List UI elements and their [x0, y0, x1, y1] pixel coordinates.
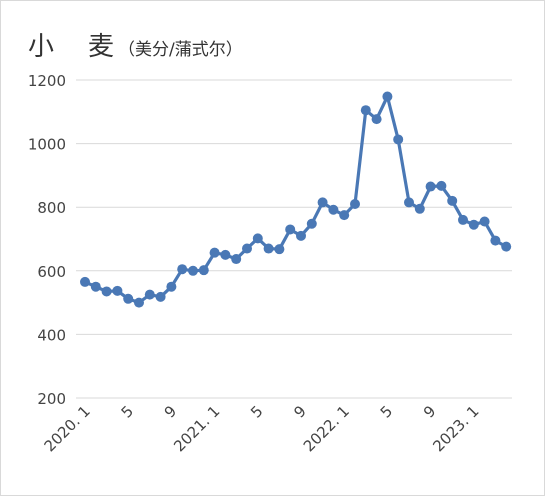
data-point — [382, 91, 393, 102]
data-point — [274, 244, 285, 255]
data-point — [209, 247, 220, 258]
y-axis-ticks: 200 400 600 800 1000 1200 — [28, 72, 66, 408]
x-tick-label: 9 — [420, 402, 439, 421]
data-point — [360, 105, 371, 116]
x-tick-label: 2022. 1 — [300, 402, 353, 455]
data-point — [263, 243, 274, 254]
x-tick-label: 2021. 1 — [170, 402, 223, 455]
data-point — [501, 241, 512, 252]
data-point — [112, 285, 123, 296]
series-line-layer — [84, 94, 507, 305]
data-point — [436, 180, 447, 191]
data-point — [101, 286, 112, 297]
data-point — [242, 243, 252, 254]
data-point — [458, 214, 468, 225]
data-point — [252, 233, 263, 244]
y-tick-label: 200 — [37, 390, 66, 408]
data-point — [317, 197, 328, 208]
y-tick-label: 600 — [37, 263, 66, 281]
data-point — [90, 281, 101, 292]
data-point — [285, 224, 296, 235]
chart-title: 小 麦（美分/蒲式尔） — [28, 26, 243, 63]
data-point — [479, 216, 490, 227]
data-point — [144, 289, 155, 300]
data-point — [339, 210, 350, 221]
data-point — [296, 230, 306, 241]
x-tick-label: 5 — [118, 402, 137, 421]
x-tick-label: 2020. 1 — [41, 402, 94, 455]
data-point — [198, 265, 209, 276]
data-point — [188, 265, 198, 276]
data-point — [177, 264, 188, 275]
x-tick-label: 9 — [290, 402, 309, 421]
series-points — [80, 91, 512, 308]
data-point — [447, 195, 458, 206]
data-point — [220, 249, 231, 260]
y-tick-label: 1200 — [28, 72, 66, 90]
y-tick-label: 800 — [37, 199, 66, 217]
data-point — [425, 181, 436, 192]
data-point — [328, 204, 339, 215]
data-point — [134, 297, 144, 308]
chart-title-unit: （美分/蒲式尔） — [118, 40, 243, 60]
x-tick-label: 2023. 1 — [429, 402, 482, 455]
data-point — [404, 197, 414, 208]
chart-title-main: 小 麦 — [28, 32, 119, 62]
data-point — [306, 218, 317, 229]
data-point — [393, 134, 404, 145]
gridlines — [76, 79, 512, 399]
data-point — [350, 199, 360, 210]
y-tick-label: 400 — [37, 326, 66, 344]
data-point — [468, 219, 479, 230]
data-point — [80, 276, 90, 287]
x-tick-label: 9 — [161, 402, 180, 421]
x-tick-label: 5 — [247, 402, 266, 421]
data-point — [166, 281, 177, 292]
y-tick-label: 1000 — [28, 136, 66, 154]
data-point — [371, 114, 382, 125]
data-point — [123, 293, 134, 304]
data-point — [490, 235, 501, 246]
data-point — [231, 254, 242, 265]
data-point — [155, 291, 166, 302]
x-tick-label: 5 — [377, 402, 396, 421]
series-line — [84, 94, 507, 305]
data-point — [414, 203, 425, 214]
